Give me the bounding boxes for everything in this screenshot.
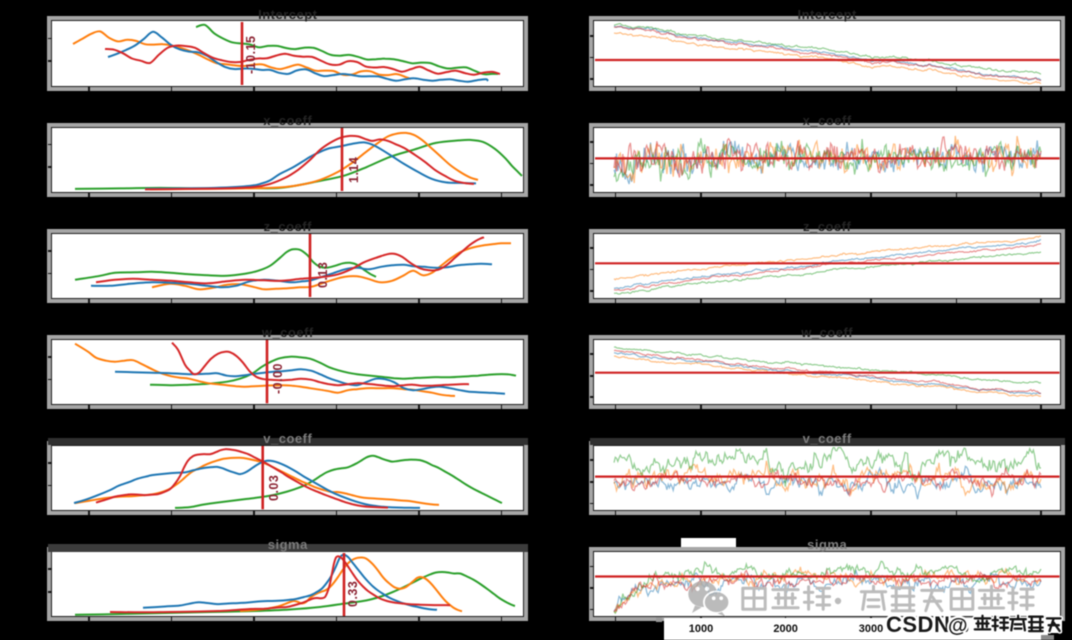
svg-text:CSDN: CSDN xyxy=(886,612,950,637)
svg-text:@: @ xyxy=(948,615,968,637)
